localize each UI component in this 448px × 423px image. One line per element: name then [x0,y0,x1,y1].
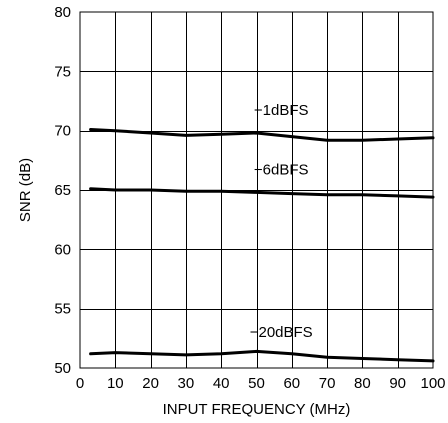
y-tick-label: 60 [54,241,71,258]
x-tick-label: 30 [178,375,195,392]
y-tick-label: 75 [54,63,71,80]
x-tick-label: 0 [76,375,84,392]
y-tick-label: 70 [54,123,71,140]
x-tick-label: 10 [107,375,124,392]
x-tick-label: 70 [319,375,336,392]
x-tick-label: 50 [248,375,265,392]
y-tick-label: 80 [54,4,71,21]
x-tick-labels: 0 10 20 30 40 50 60 70 80 90 100 [76,375,446,392]
series-line-0 [89,128,435,142]
series-labels: −1dBFS −6dBFS −20dBFS [250,102,313,341]
series-label-0: −1dBFS [254,102,309,119]
x-tick-label: 20 [142,375,159,392]
y-tick-label: 55 [54,301,71,318]
y-tick-label: 65 [54,182,71,199]
x-tick-label: 60 [283,375,300,392]
plot-frame [79,11,434,369]
x-tick-label: 90 [389,375,406,392]
y-axis-title: SNR (dB) [17,158,34,222]
series-label-1: −6dBFS [254,162,309,179]
x-axis-title: INPUT FREQUENCY (MHz) [163,401,351,418]
x-tick-label: 80 [354,375,371,392]
series-line-2 [89,349,435,363]
series-line-1 [89,187,435,199]
y-tick-labels: 50 55 60 65 70 75 80 [54,4,71,377]
y-tick-label: 50 [54,360,71,377]
x-tick-label: 100 [420,375,445,392]
series-lines [89,128,435,363]
series-label-2: −20dBFS [250,324,313,341]
x-tick-label: 40 [213,375,230,392]
